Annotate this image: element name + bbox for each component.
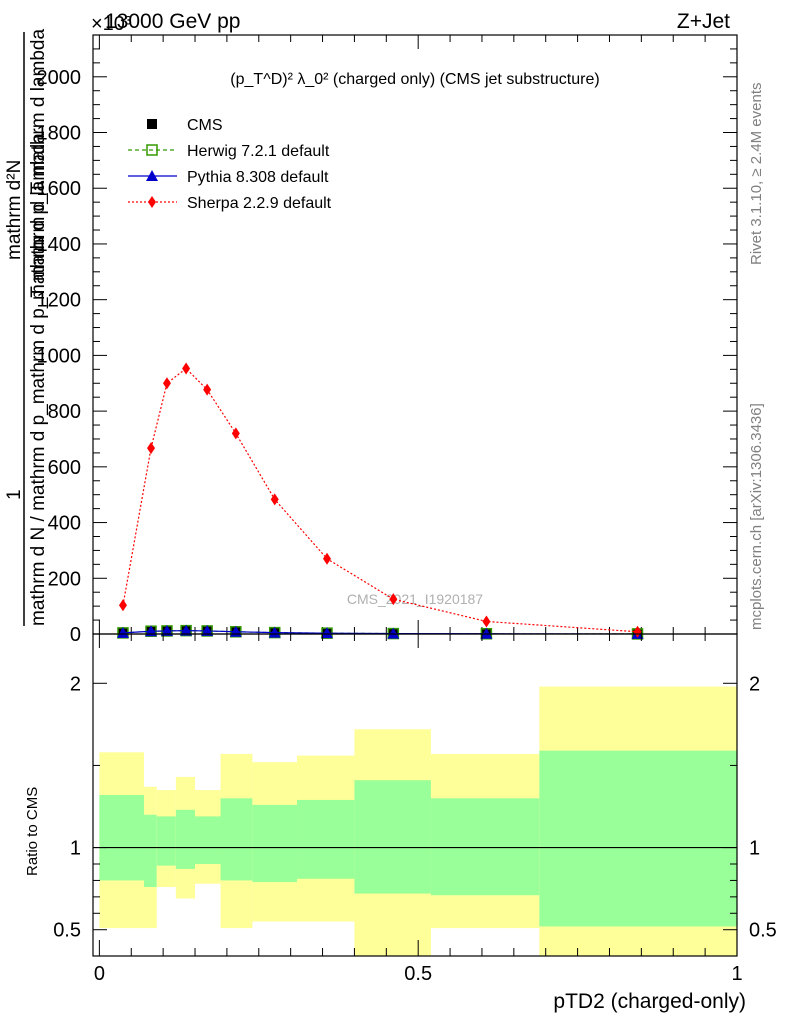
ratio-inner-band-8 bbox=[354, 780, 431, 894]
ratio-ytick-label-1: 1 bbox=[70, 838, 81, 860]
ratio-xtick-label-2: 1 bbox=[731, 963, 742, 985]
ratio-axes: 0.5 0.5 1 1 2 2 0 0.5 1 bbox=[53, 633, 777, 985]
point-triangle-2 bbox=[160, 624, 173, 636]
ratio-inner-band-2 bbox=[156, 816, 176, 866]
ratio-inner-band-9 bbox=[430, 798, 540, 896]
legend-label-2: Pythia 8.308 default bbox=[187, 169, 329, 186]
ratio-inner-band-4 bbox=[195, 816, 221, 864]
point-triangle-7 bbox=[321, 627, 334, 639]
main-ytick-label-10: 2000 bbox=[37, 67, 82, 89]
main-ytick-label-6: 1200 bbox=[37, 290, 82, 312]
point-triangle-9 bbox=[480, 627, 493, 639]
ratio-inner-band-1 bbox=[144, 814, 157, 887]
point-diamond-0 bbox=[118, 599, 127, 612]
point-diamond-2 bbox=[162, 377, 171, 390]
ratio-xtick-label-0: 0 bbox=[94, 963, 105, 985]
legend-label-1: Herwig 7.2.1 default bbox=[187, 143, 330, 160]
ylabel-top: mathrm d²N bbox=[4, 160, 25, 260]
ratio-bands bbox=[93, 686, 737, 956]
x-axis-label: pTD2 (charged-only) bbox=[553, 990, 746, 1013]
point-diamond-8 bbox=[389, 593, 398, 606]
main-ytick-label-3: 600 bbox=[48, 457, 81, 479]
legend-marker-1 bbox=[146, 144, 158, 156]
point-diamond-6 bbox=[270, 493, 279, 506]
ratio-frame bbox=[92, 633, 738, 957]
ratio-ytick-label-right-0: 0.5 bbox=[749, 920, 777, 942]
main-y-axis-label: 1 mathrm d N / mathrm d p_mathrm d p_T m… bbox=[4, 29, 49, 626]
mcplots-label: mcplots.cern.ch [arXiv:1306.3436] bbox=[748, 403, 765, 630]
analysis-watermark: CMS_2021_I1920187 bbox=[347, 591, 483, 607]
point-diamond-3 bbox=[182, 362, 191, 375]
energy-label: 13000 GeV pp bbox=[105, 10, 240, 33]
ylabel-numerator: 1 bbox=[4, 489, 25, 500]
main-ytick-label-5: 1000 bbox=[37, 345, 82, 367]
point-triangle-3 bbox=[180, 624, 193, 636]
main-ytick-label-9: 1800 bbox=[37, 123, 82, 145]
rivet-label: Rivet 3.1.10, ≥ 2.4M events bbox=[748, 83, 765, 266]
ratio-ytick-label-0: 0.5 bbox=[53, 920, 81, 942]
ratio-inner-band-7 bbox=[297, 799, 355, 879]
exponent-label: ×10³ bbox=[91, 13, 132, 35]
legend-marker-0 bbox=[147, 119, 157, 129]
point-diamond-10 bbox=[633, 625, 642, 638]
ylabel-top2: mathrm d p_T mathrm d lambda bbox=[28, 29, 49, 300]
ratio-ytick-label-right-2: 2 bbox=[749, 673, 760, 695]
main-series bbox=[116, 362, 644, 640]
legend-label-0: CMS bbox=[187, 117, 223, 134]
ratio-inner-band-0 bbox=[99, 795, 145, 881]
point-diamond-1 bbox=[147, 442, 156, 455]
point-diamond-4 bbox=[203, 383, 212, 396]
main-ytick-label-4: 800 bbox=[48, 401, 81, 423]
ratio-inner-band-3 bbox=[175, 809, 196, 869]
point-triangle-0 bbox=[116, 626, 129, 638]
main-title: (p_T^D)² λ_0² (charged only) (CMS jet su… bbox=[230, 71, 599, 88]
main-y-ticks: 0 200 400 600 800 1000 1200 1400 1600 1800 2000 bbox=[37, 35, 738, 646]
ratio-inner-band-5 bbox=[220, 798, 253, 881]
legend-marker-2 bbox=[146, 170, 158, 181]
legend-label-3: Sherpa 2.2.9 default bbox=[187, 195, 332, 212]
point-triangle-6 bbox=[268, 626, 281, 638]
main-ytick-label-0: 0 bbox=[70, 624, 81, 646]
legend-marker-3 bbox=[148, 196, 156, 208]
point-diamond-7 bbox=[323, 552, 332, 565]
main-ytick-label-7: 1400 bbox=[37, 234, 82, 256]
ratio-inner-band-10 bbox=[539, 750, 737, 927]
legend: CMS Herwig 7.2.1 default Pythia 8.308 defa… bbox=[128, 117, 332, 212]
main-ytick-label-1: 200 bbox=[48, 568, 81, 590]
ratio-ytick-label-right-1: 1 bbox=[749, 838, 760, 860]
ratio-inner-band-6 bbox=[252, 804, 298, 883]
process-label: Z+Jet bbox=[677, 10, 730, 33]
ratio-ytick-label-2: 2 bbox=[70, 673, 81, 695]
point-diamond-9 bbox=[482, 615, 491, 628]
ylabel-denominator: mathrm d N / mathrm d p_mathrm d p_T mat… bbox=[28, 133, 49, 626]
point-diamond-5 bbox=[231, 427, 240, 440]
point-triangle-4 bbox=[201, 624, 214, 636]
main-ytick-label-8: 1600 bbox=[37, 178, 82, 200]
main-ytick-label-2: 400 bbox=[48, 513, 81, 535]
point-triangle-8 bbox=[387, 627, 400, 639]
ratio-xtick-label-1: 0.5 bbox=[404, 963, 432, 985]
ratio-y-axis-label: Ratio to CMS bbox=[24, 787, 41, 876]
